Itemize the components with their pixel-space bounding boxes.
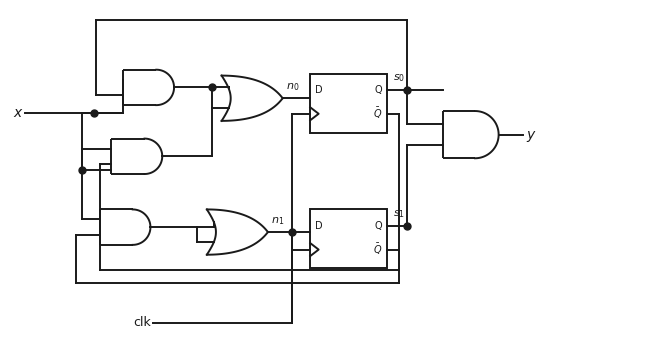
Text: $s_0$: $s_0$ (393, 73, 405, 84)
Text: D: D (315, 221, 323, 231)
Text: D: D (315, 85, 323, 95)
Text: clk: clk (133, 316, 151, 329)
Bar (310, 74, 387, 133)
Text: $n_0$: $n_0$ (286, 82, 299, 93)
Bar (310, 209, 387, 268)
Text: $\bar{Q}$: $\bar{Q}$ (373, 242, 382, 257)
Text: $n_1$: $n_1$ (271, 215, 284, 227)
Text: x: x (14, 106, 22, 120)
Text: $s_1$: $s_1$ (393, 208, 405, 220)
Text: y: y (526, 128, 534, 142)
Text: $\bar{Q}$: $\bar{Q}$ (373, 106, 382, 121)
Text: Q: Q (375, 221, 382, 231)
Text: Q: Q (375, 85, 382, 95)
